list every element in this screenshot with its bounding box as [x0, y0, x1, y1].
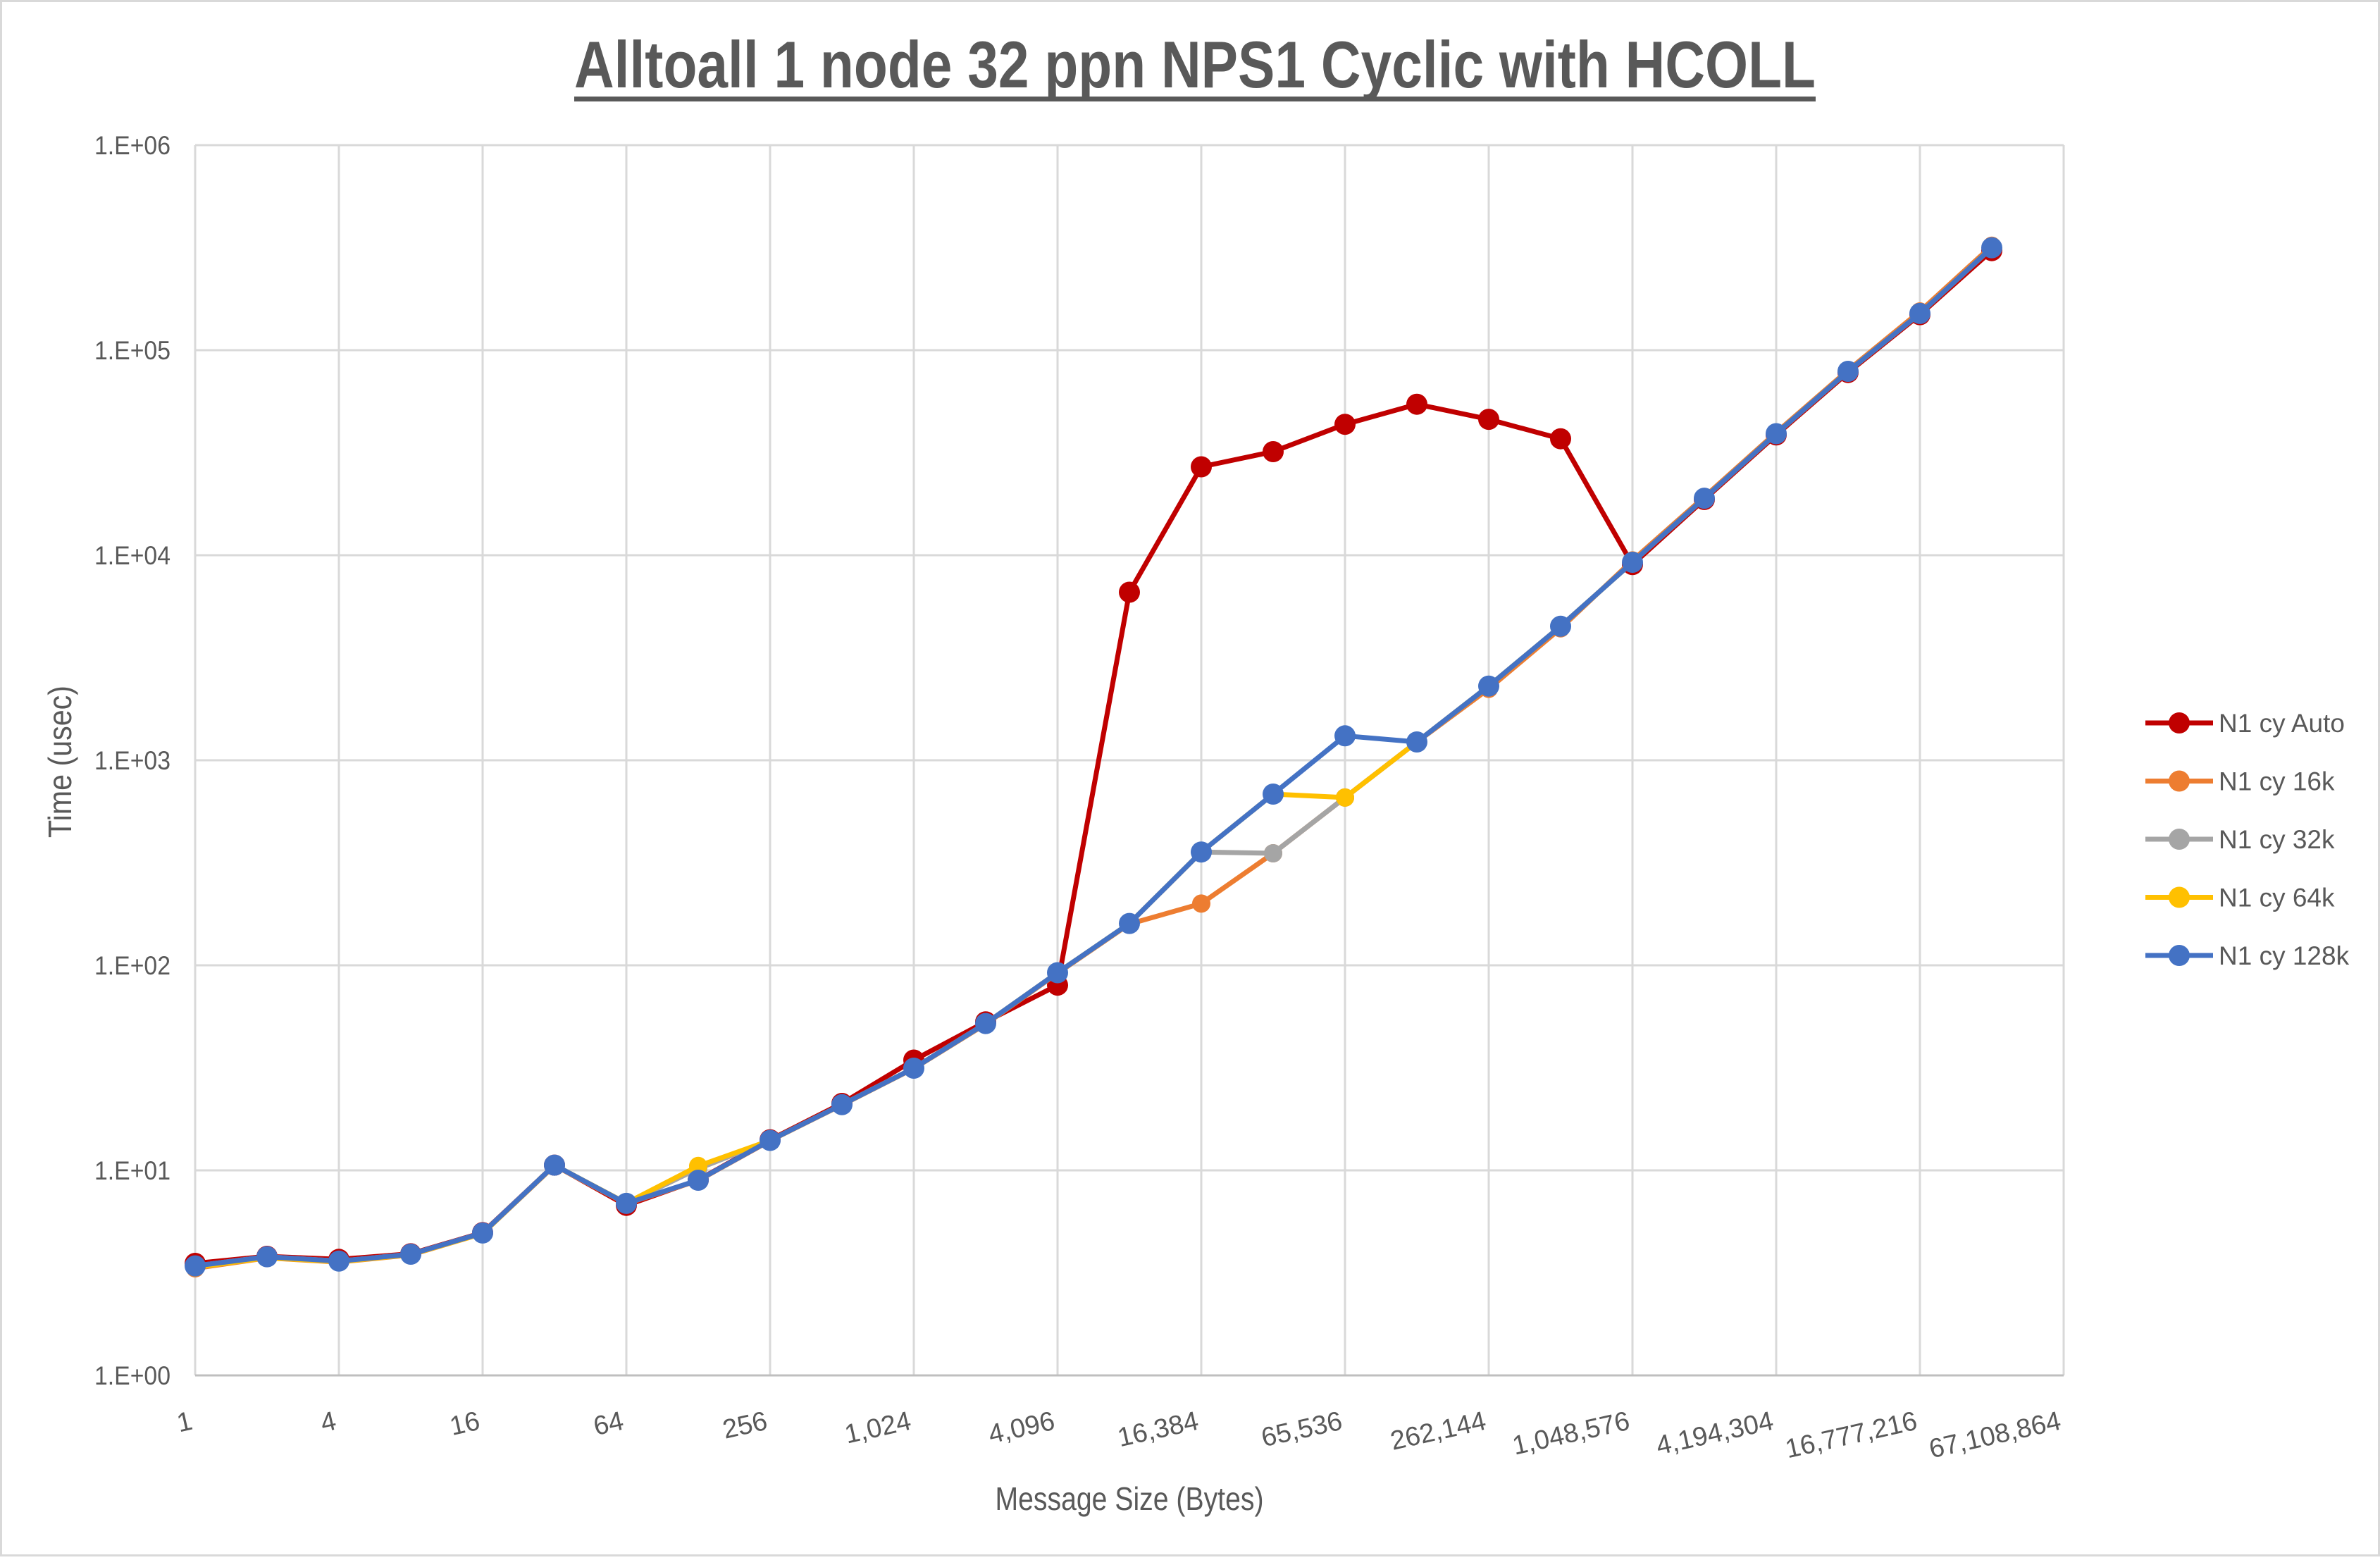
svg-text:N1 cy Auto: N1 cy Auto — [2219, 709, 2345, 738]
svg-text:64: 64 — [591, 1406, 626, 1442]
svg-text:Message Size (Bytes): Message Size (Bytes) — [996, 1480, 1264, 1517]
svg-text:1.E+03: 1.E+03 — [94, 746, 171, 775]
svg-text:N1 cy 32k: N1 cy 32k — [2219, 825, 2335, 854]
svg-text:1.E+01: 1.E+01 — [94, 1156, 171, 1185]
svg-text:1.E+04: 1.E+04 — [94, 541, 171, 570]
svg-text:N1 cy 64k: N1 cy 64k — [2219, 884, 2335, 912]
svg-text:1.E+05: 1.E+05 — [94, 336, 171, 365]
svg-text:Time (usec): Time (usec) — [42, 686, 78, 838]
svg-text:Alltoall 1 node 32 ppn NPS1 Cy: Alltoall 1 node 32 ppn NPS1 Cyclic with … — [574, 27, 1816, 101]
svg-text:1.E+02: 1.E+02 — [94, 951, 171, 980]
svg-text:16: 16 — [447, 1406, 483, 1442]
svg-text:N1 cy 16k: N1 cy 16k — [2219, 767, 2335, 796]
svg-text:1.E+06: 1.E+06 — [94, 131, 171, 160]
svg-text:1.E+00: 1.E+00 — [94, 1361, 171, 1390]
svg-text:N1 cy 128k: N1 cy 128k — [2219, 941, 2350, 970]
